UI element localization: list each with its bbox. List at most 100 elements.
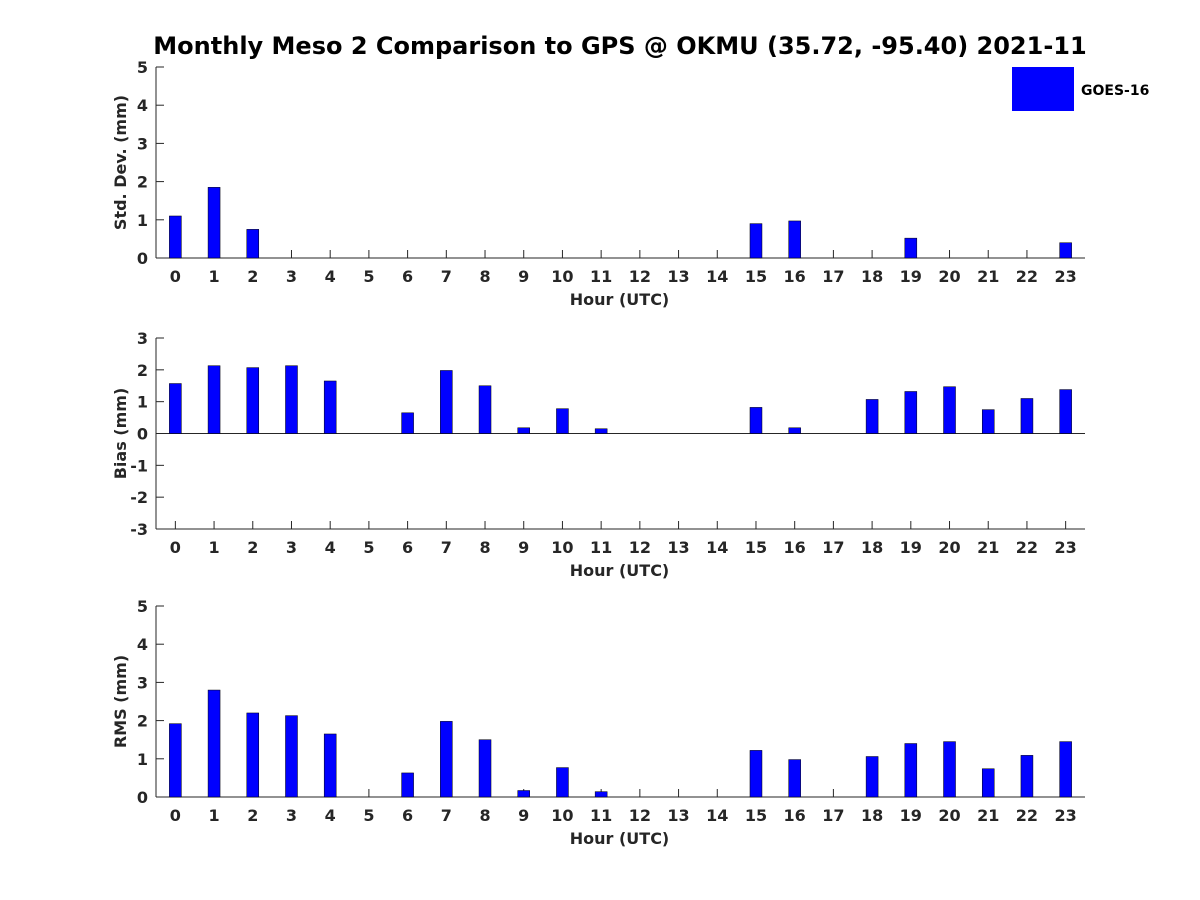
bar [207, 689, 221, 798]
bar [1020, 755, 1034, 798]
bar [981, 409, 995, 434]
bar [246, 229, 260, 259]
x-tick-label: 16 [784, 806, 806, 825]
x-tick-label: 22 [1016, 538, 1038, 557]
x-axis-label: Hour (UTC) [570, 561, 670, 580]
x-tick-label: 13 [667, 538, 689, 557]
bar [749, 407, 763, 434]
y-tick-label: 1 [137, 211, 148, 230]
x-tick-label: 6 [402, 267, 413, 286]
x-tick-label: 11 [590, 267, 612, 286]
y-tick-label: 3 [137, 673, 148, 692]
x-tick-label: 0 [170, 538, 181, 557]
x-tick-label: 21 [977, 538, 999, 557]
y-tick-label: 0 [137, 788, 148, 807]
y-tick-label: 5 [137, 597, 148, 616]
bar [865, 399, 879, 434]
bar [981, 768, 995, 798]
x-tick-label: 18 [861, 267, 883, 286]
x-tick-label: 3 [286, 267, 297, 286]
x-tick-label: 22 [1016, 267, 1038, 286]
y-tick-label: 1 [137, 393, 148, 412]
x-tick-label: 4 [325, 267, 336, 286]
x-tick-label: 0 [170, 267, 181, 286]
bar [904, 743, 918, 798]
x-tick-label: 16 [784, 267, 806, 286]
y-tick-label: 5 [137, 58, 148, 77]
bar [865, 756, 879, 798]
legend-swatch [1012, 67, 1074, 111]
x-tick-label: 23 [1055, 538, 1077, 557]
bar [749, 223, 763, 259]
bar [207, 365, 221, 434]
bar [1059, 242, 1072, 259]
x-tick-label: 4 [325, 538, 336, 557]
x-tick-label: 8 [479, 538, 490, 557]
x-tick-label: 19 [900, 267, 922, 286]
bar [788, 220, 801, 259]
x-tick-label: 10 [551, 267, 573, 286]
bar [943, 386, 956, 434]
x-tick-label: 14 [706, 806, 728, 825]
x-tick-label: 15 [745, 267, 767, 286]
x-tick-label: 23 [1055, 806, 1077, 825]
bar [1059, 741, 1072, 798]
y-tick-label: -2 [130, 488, 148, 507]
bar [401, 412, 414, 434]
bar [594, 428, 608, 434]
bar [556, 767, 569, 798]
x-tick-label: 11 [590, 806, 612, 825]
x-tick-label: 5 [363, 267, 374, 286]
y-tick-label: 0 [137, 249, 148, 268]
bar [169, 383, 182, 434]
y-tick-label: 2 [137, 712, 148, 731]
bar [440, 370, 453, 434]
x-tick-label: 1 [208, 806, 219, 825]
x-tick-label: 9 [518, 806, 529, 825]
x-tick-label: 10 [551, 538, 573, 557]
y-axis-label: RMS (mm) [111, 655, 130, 748]
y-tick-label: 4 [137, 96, 148, 115]
bar [904, 237, 918, 259]
bar [207, 187, 221, 259]
bar [285, 365, 298, 434]
x-tick-label: 18 [861, 806, 883, 825]
y-tick-label: 3 [137, 134, 148, 153]
bar [556, 408, 569, 434]
bar [246, 712, 260, 798]
bar [401, 772, 414, 798]
x-tick-label: 7 [441, 267, 452, 286]
x-tick-label: 17 [822, 538, 844, 557]
chart-title: Monthly Meso 2 Comparison to GPS @ OKMU … [153, 32, 1086, 60]
y-axis-label: Std. Dev. (mm) [111, 95, 130, 230]
y-tick-label: 0 [137, 425, 148, 444]
x-tick-label: 2 [247, 806, 258, 825]
x-tick-label: 21 [977, 806, 999, 825]
bar [285, 715, 298, 798]
x-tick-label: 19 [900, 538, 922, 557]
x-tick-label: 20 [938, 806, 960, 825]
x-tick-label: 1 [208, 538, 219, 557]
x-tick-label: 9 [518, 538, 529, 557]
bar [1020, 398, 1034, 434]
y-tick-label: 4 [137, 635, 148, 654]
bar [788, 427, 801, 434]
x-tick-label: 20 [938, 267, 960, 286]
x-tick-label: 19 [900, 806, 922, 825]
x-tick-label: 14 [706, 538, 728, 557]
x-axis-label: Hour (UTC) [570, 829, 670, 848]
x-tick-label: 14 [706, 267, 728, 286]
x-tick-label: 6 [402, 538, 413, 557]
x-tick-label: 20 [938, 538, 960, 557]
bar [788, 759, 801, 798]
x-tick-label: 10 [551, 806, 573, 825]
y-tick-label: -1 [130, 456, 148, 475]
bar [594, 791, 608, 798]
x-tick-label: 15 [745, 806, 767, 825]
x-tick-label: 9 [518, 267, 529, 286]
x-tick-label: 17 [822, 267, 844, 286]
x-tick-label: 12 [629, 267, 651, 286]
